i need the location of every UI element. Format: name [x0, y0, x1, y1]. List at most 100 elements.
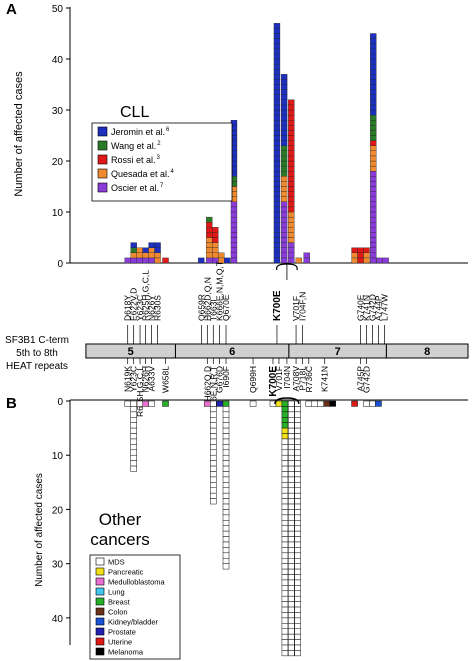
panel-a-bar-segment: [288, 145, 295, 151]
mutation-label-above: R630S: [153, 295, 163, 321]
mutation-label-above: A744P: [373, 295, 383, 321]
panel-b-case-cell: [281, 536, 289, 543]
panel-b-case-cell: [288, 595, 295, 602]
panel-a-bar-segment: [148, 252, 155, 259]
mutation-label-above: K666E,N,M,Q,T: [215, 261, 225, 321]
panel-a-bar-segment: [303, 257, 310, 264]
panel-b-case-cell: [288, 563, 295, 570]
mutation-label-above: Q659R: [196, 294, 206, 321]
panel-b-legend-swatch: [95, 627, 105, 636]
panel-a-bar-segment: [273, 23, 281, 29]
panel-a-bar-segment: [273, 109, 281, 116]
panel-a-bar-segment: [206, 252, 213, 259]
panel-b-legend-label: Prostate: [108, 628, 136, 637]
panel-a-bar-segment: [130, 247, 137, 253]
panel-b-case-cell: [294, 585, 301, 592]
panel-b-case-cell: [222, 503, 230, 510]
panel-a-bar-segment: [370, 130, 377, 136]
panel-a-bar-segment: [370, 43, 377, 49]
panel-b-case-cell: [130, 406, 137, 413]
panel-a-bar-segment: [130, 252, 137, 259]
mutation-label-below: H662Q,D: [202, 366, 212, 401]
panel-b-case-cell: [210, 487, 217, 494]
panel-a-bar-segment: [288, 130, 295, 136]
panel-a-bar-segment: [280, 145, 288, 151]
panel-a-bar-segment: [154, 252, 161, 259]
panel-b-case-cell: [281, 454, 289, 461]
panel-b-case-cell: [210, 465, 217, 472]
panel-a-bar-segment: [288, 140, 295, 146]
mutation-label-below: A745P: [356, 366, 366, 392]
panel-a-bar-segment: [370, 242, 377, 248]
panel-a-bar-segment: [206, 227, 213, 233]
panel-a-bar-segment: [273, 135, 281, 141]
panel-b-case-cell: [281, 628, 289, 635]
panel-b-tick-label: 40: [52, 614, 64, 625]
mutation-label-below: Q699H: [248, 366, 258, 393]
mutation-label-below: W658L: [161, 366, 171, 393]
panel-a-bar-segment: [212, 247, 219, 253]
panel-b-case-cell: [222, 465, 230, 472]
panel-a-bar-segment: [280, 104, 288, 111]
panel-a-bar-segment: [370, 252, 377, 259]
panel-b-case-cell: [281, 514, 289, 521]
panel-b-case-cell: [222, 525, 230, 532]
panel-b-case-cell: [288, 449, 295, 456]
panel-a-bar-segment: [230, 227, 238, 233]
panel-a-bar-segment: [273, 227, 281, 233]
panel-b-case-cell: [222, 427, 230, 434]
panel-b-case-cell: [294, 650, 301, 657]
panel-a-bar-segment: [273, 84, 281, 90]
panel-b-case-cell: [288, 520, 295, 526]
panel-a-bar-segment: [288, 227, 295, 233]
panel-a-bar-segment: [370, 237, 377, 243]
panel-b-case-cell: [288, 650, 295, 657]
panel-b-case-cell: [222, 487, 230, 494]
panel-a-bar-segment: [273, 237, 281, 243]
panel-b-case-cell: [288, 454, 295, 461]
panel-a-tick-label: 10: [52, 208, 64, 219]
panel-b-case-cell: [281, 400, 289, 407]
panel-a-bar-segment: [280, 216, 288, 223]
panel-b-case-cell: [288, 444, 295, 451]
panel-b-case-cell: [294, 498, 301, 505]
panel-b-case-cell: [288, 498, 295, 505]
panel-a-bar-segment: [273, 222, 281, 228]
panel-b-legend-swatch: [95, 607, 105, 616]
panel-b-case-cell: [288, 482, 295, 489]
mutation-label-below: A633V: [147, 366, 157, 392]
panel-a-legend-swatch: [97, 168, 108, 179]
panel-a-bar-segment: [288, 120, 295, 126]
panel-a-legend-swatch: [97, 182, 108, 193]
panel-a-bar-segment: [288, 196, 295, 202]
panel-b-case-cell: [288, 465, 295, 472]
panel-b-case-cell: [130, 417, 137, 423]
panel-b-case-cell: [281, 509, 289, 516]
panel-a-bar-segment: [212, 227, 219, 233]
panel-b-case-cell: [375, 400, 382, 407]
panel-a-bar-segment: [280, 237, 288, 243]
panel-b-legend-label: Medulloblastoma: [108, 578, 166, 587]
panel-b-case-cell: [281, 476, 289, 483]
panel-a-bar-segment: [273, 145, 281, 151]
panel-b-case-cell: [222, 411, 230, 418]
panel-b-case-cell: [288, 530, 295, 537]
panel-a-bar-segment: [273, 69, 281, 75]
panel-b-case-cell: [281, 433, 289, 440]
panel-a-bar-segment: [370, 33, 377, 39]
panel-b-case-cell: [210, 444, 217, 451]
panel-b-case-cell: [288, 427, 295, 434]
panel-a-bar-segment: [206, 222, 213, 228]
panel-b-y-axis-label: Number of affected cases: [34, 473, 45, 587]
panel-b-case-cell: [222, 536, 230, 543]
panel-a-bar-segment: [363, 247, 370, 253]
panel-a-bar-segment: [142, 247, 149, 253]
panel-b-case-cell: [210, 422, 217, 429]
panel-a-bar-segment: [198, 257, 205, 264]
panel-a-bar-segment: [370, 227, 377, 233]
panel-b-case-cell: [222, 552, 230, 559]
panel-a-bar-segment: [288, 211, 295, 218]
panel-a-bar-segment: [370, 79, 377, 85]
panel-a-bar-segment: [273, 216, 281, 223]
